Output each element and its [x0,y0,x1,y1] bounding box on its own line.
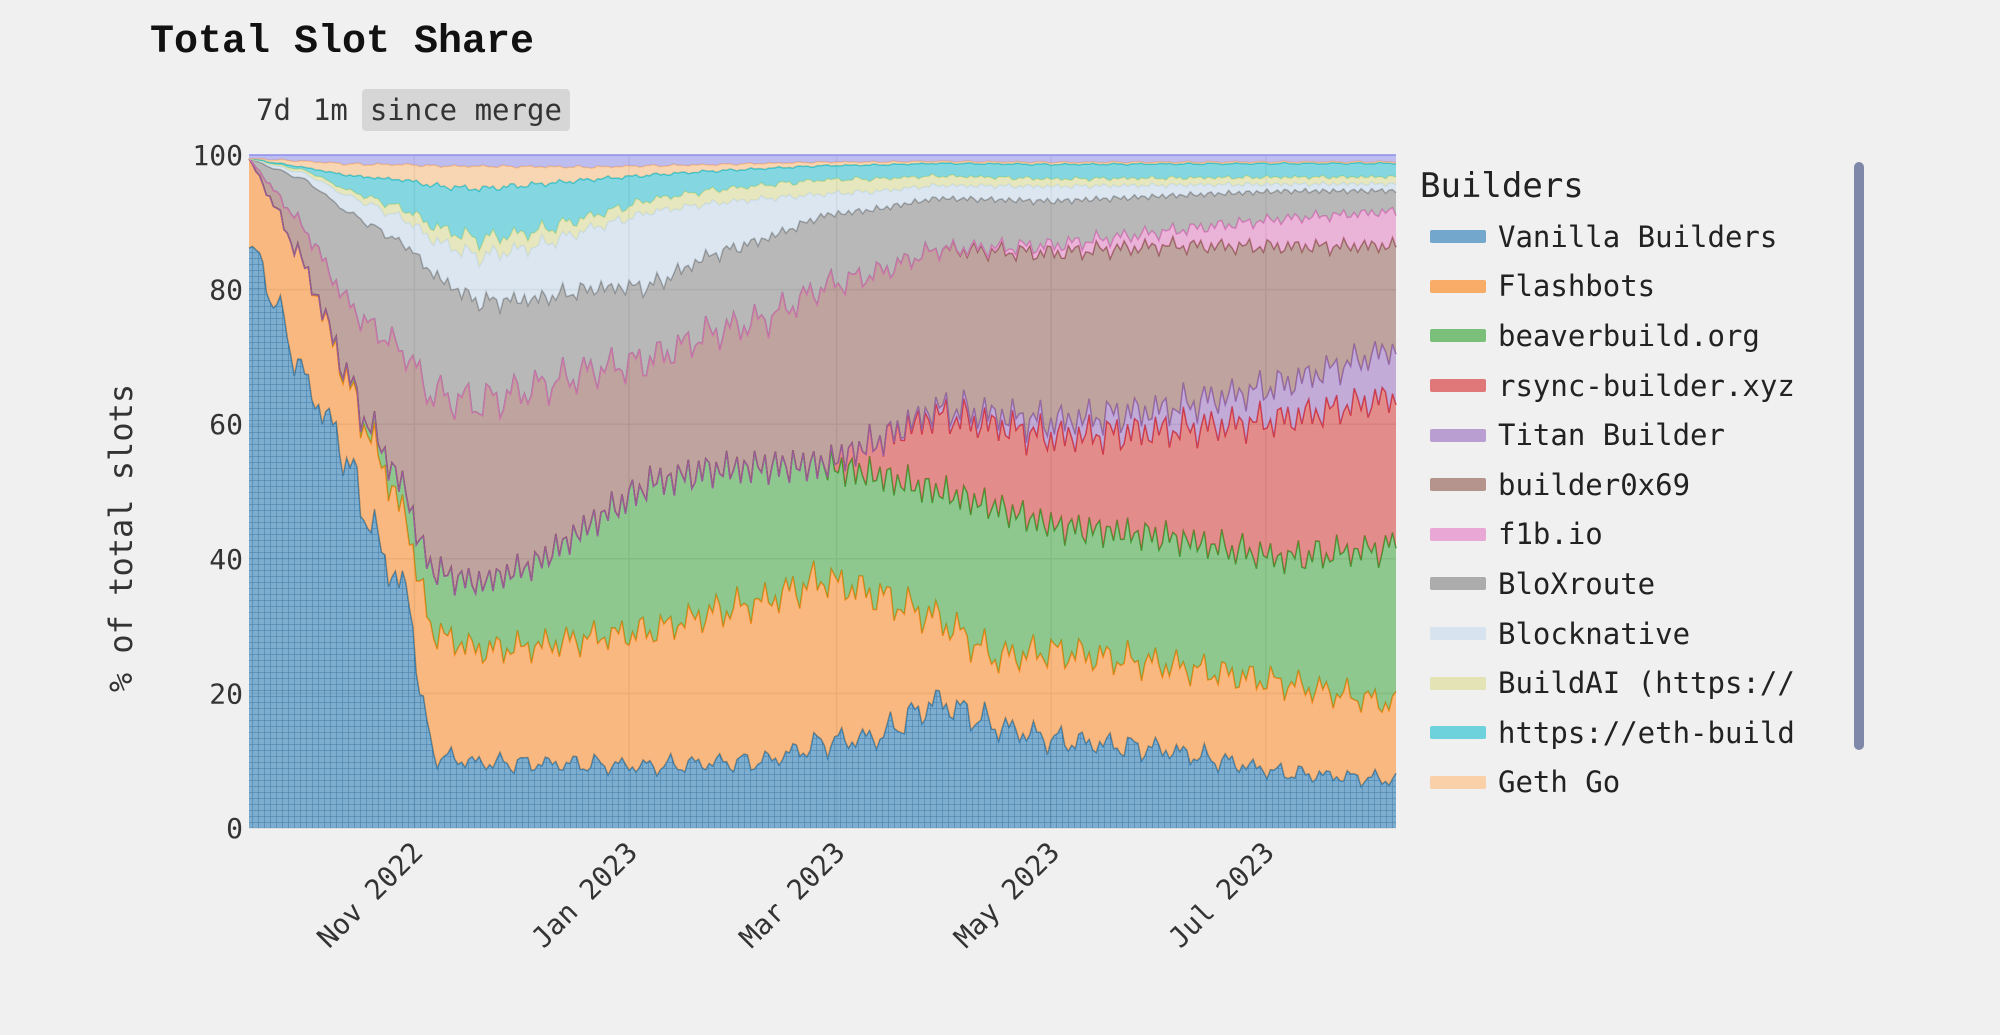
legend-swatch [1430,230,1486,244]
legend-item[interactable]: Flashbots [1420,262,1850,312]
x-tick-label: Jan 2023 [525,836,644,955]
legend-item[interactable]: f1b.io [1420,510,1850,560]
range-button-7d[interactable]: 7d [248,89,299,131]
legend-item[interactable]: BuildAI (https:// [1420,658,1850,708]
y-tick-label: 80 [209,274,243,307]
x-axis-ticks: Nov 2022 Jan 2023 Mar 2023 May 2023 Jul 2023 [311,836,1281,955]
range-button-1m[interactable]: 1m [305,89,356,131]
legend-label: rsync-builder.xyz [1498,368,1795,403]
x-tick-label: May 2023 [947,836,1066,955]
legend-item[interactable]: beaverbuild.org [1420,311,1850,361]
legend-label: https://eth-build [1498,715,1795,750]
legend-swatch [1430,627,1486,641]
x-tick-label: Mar 2023 [733,836,852,955]
series-area-builder0x69[interactable] [249,158,1396,596]
legend-label: BuildAI (https:// [1498,666,1795,701]
legend-swatch [1430,329,1486,343]
series-area-buildai-https[interactable] [249,158,1396,267]
legend-label: beaverbuild.org [1498,318,1760,353]
series-area-other[interactable] [249,155,1396,169]
legend-swatch [1430,478,1486,492]
series-area-blocknative[interactable] [249,158,1396,313]
legend-scrollbar[interactable] [1854,162,1864,750]
legend-label: Other [1498,815,1585,816]
legend-label: Blocknative [1498,616,1691,651]
y-tick-label: 40 [209,543,243,576]
legend-swatch [1430,379,1486,393]
y-tick-label: 60 [209,408,243,441]
legend-label: builder0x69 [1498,467,1691,502]
y-tick-label: 20 [209,677,243,710]
range-selector: 7d 1m since merge [248,89,570,131]
legend-item[interactable]: Geth Go [1420,758,1850,808]
legend-swatch [1430,279,1486,293]
legend-label: Flashbots [1498,269,1656,304]
legend-label: BloXroute [1498,566,1656,601]
legend-swatch [1430,527,1486,541]
legend-label: Titan Builder [1498,418,1725,453]
legend-label: f1b.io [1498,517,1603,552]
legend-item[interactable]: https://eth-build [1420,708,1850,758]
series-area-bloxroute[interactable] [249,158,1396,420]
legend-item[interactable]: Vanilla Builders [1420,212,1850,262]
series-area-https-eth-build[interactable] [249,158,1396,251]
legend-swatch [1430,428,1486,442]
legend-item[interactable]: builder0x69 [1420,460,1850,510]
y-axis-ticks: 0 20 40 60 80 100 [192,139,243,845]
legend-item[interactable]: Other [1420,807,1850,816]
y-tick-label: 100 [192,139,243,172]
series-area-rsync-builder-xyz[interactable] [249,158,1396,596]
legend-swatch [1430,676,1486,690]
x-tick-label: Nov 2022 [311,836,430,955]
legend-item[interactable]: BloXroute [1420,559,1850,609]
legend-swatch [1430,577,1486,591]
series-area-flashbots[interactable] [249,158,1396,787]
legend: Builders Vanilla Builders Flashbots beaver… [1420,166,1850,816]
x-tick-label: Jul 2023 [1162,836,1281,955]
legend-swatch [1430,775,1486,789]
legend-item[interactable]: Titan Builder [1420,410,1850,460]
legend-label: Geth Go [1498,765,1621,800]
series-area-vanilla-builders[interactable] [249,246,1396,828]
legend-item[interactable]: Blocknative [1420,609,1850,659]
range-button-since-merge[interactable]: since merge [361,89,570,131]
legend-item[interactable]: rsync-builder.xyz [1420,361,1850,411]
area-series[interactable] [248,154,1397,828]
legend-label: Vanilla Builders [1498,219,1778,254]
legend-items: Vanilla Builders Flashbots beaverbuild.org… [1420,212,1850,816]
chart-title: Total Slot Share [150,20,535,65]
legend-title: Builders [1420,166,1584,206]
y-axis-label: % of total slots [102,384,140,692]
legend-swatch [1430,726,1486,740]
series-area-beaverbuild-org[interactable] [249,158,1396,713]
series-area-geth-go[interactable] [249,158,1396,192]
y-tick-label: 0 [226,812,243,845]
